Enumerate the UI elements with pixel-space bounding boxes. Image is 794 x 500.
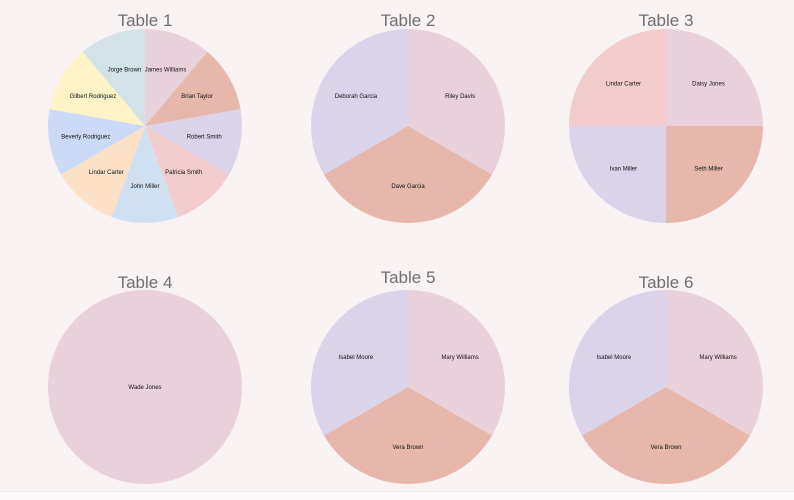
slice-label: Robert Smith	[187, 134, 222, 140]
chart-title: Table 1	[118, 11, 173, 30]
pie-slice	[47, 109, 145, 175]
slice-label: James Williams	[145, 67, 187, 73]
pie-slice	[82, 29, 145, 126]
pie-slice	[145, 29, 208, 126]
slice-label: Wade Jones	[128, 385, 161, 391]
pie-slice	[145, 126, 230, 218]
pie-slice	[60, 126, 145, 218]
pie-chart-1: Table 1 James Williams Brian Taylor Robert …	[47, 11, 242, 223]
chart-title: Table 3	[639, 11, 694, 30]
slice-label: Lindar Carter	[89, 170, 124, 176]
slice-label: Daisy Jones	[692, 81, 725, 87]
pie-chart-4: Table 4 Wade Jones	[48, 273, 242, 484]
pie-slice	[581, 387, 751, 484]
pie-slice	[111, 126, 179, 223]
chart-title: Table 6	[639, 273, 694, 292]
slice-label: Brian Taylor	[181, 94, 213, 100]
pie-slice	[666, 29, 763, 126]
slice-label: Isabel Moore	[339, 355, 374, 361]
slice-label: Beverly Rodriguez	[61, 134, 110, 140]
slice-label: Ivan Miller	[610, 167, 637, 173]
pie-slice	[569, 126, 666, 223]
slice-label: Lindar Carter	[606, 81, 641, 87]
slice-label: Isabel Moore	[597, 355, 632, 361]
pie-chart-6: Table 6 Mary Williams Vera Brown Isabel Moo…	[568, 273, 763, 484]
slice-label: Seth Miller	[694, 167, 722, 173]
slice-label: Deborah Garcia	[335, 94, 378, 100]
pie-slice	[48, 290, 242, 484]
pie-chart-5: Table 5 Mary Williams Vera Brown Isabel Moo…	[311, 268, 506, 484]
slice-label: Dave Garcia	[391, 184, 425, 190]
slice-label: Vera Brown	[392, 445, 423, 451]
slice-label: Patricia Smith	[165, 170, 202, 176]
pie-slice	[666, 290, 763, 436]
pie-chart-2: Table 2 Riley Davis Dave Garcia Deborah Gar…	[311, 11, 505, 223]
chart-title: Table 5	[381, 268, 436, 287]
pie-chart-3: Table 3 Daisy Jones Seth Miller Ivan Miller…	[569, 11, 763, 223]
chart-title: Table 2	[381, 11, 436, 30]
bottom-band	[0, 491, 794, 500]
pie-slice	[666, 126, 763, 223]
slice-label: Jorge Brown	[108, 67, 142, 73]
pie-slice	[408, 290, 506, 436]
pie-slice	[311, 29, 408, 175]
pie-slice	[145, 109, 242, 175]
pie-slice	[569, 29, 666, 126]
slice-label: Gilbert Rodriguez	[70, 94, 117, 100]
slice-label: Vera Brown	[650, 445, 681, 451]
slice-label: Riley Davis	[445, 94, 475, 100]
pie-slice	[49, 51, 145, 126]
chart-title: Table 4	[118, 273, 173, 292]
pie-slice	[408, 29, 505, 175]
pie-slice	[145, 51, 241, 126]
slice-label: John Miller	[130, 184, 159, 190]
pie-slice	[311, 290, 408, 436]
slice-label: Mary Williams	[699, 355, 736, 361]
slice-label: Mary Williams	[441, 355, 478, 361]
pie-slice	[568, 290, 666, 436]
